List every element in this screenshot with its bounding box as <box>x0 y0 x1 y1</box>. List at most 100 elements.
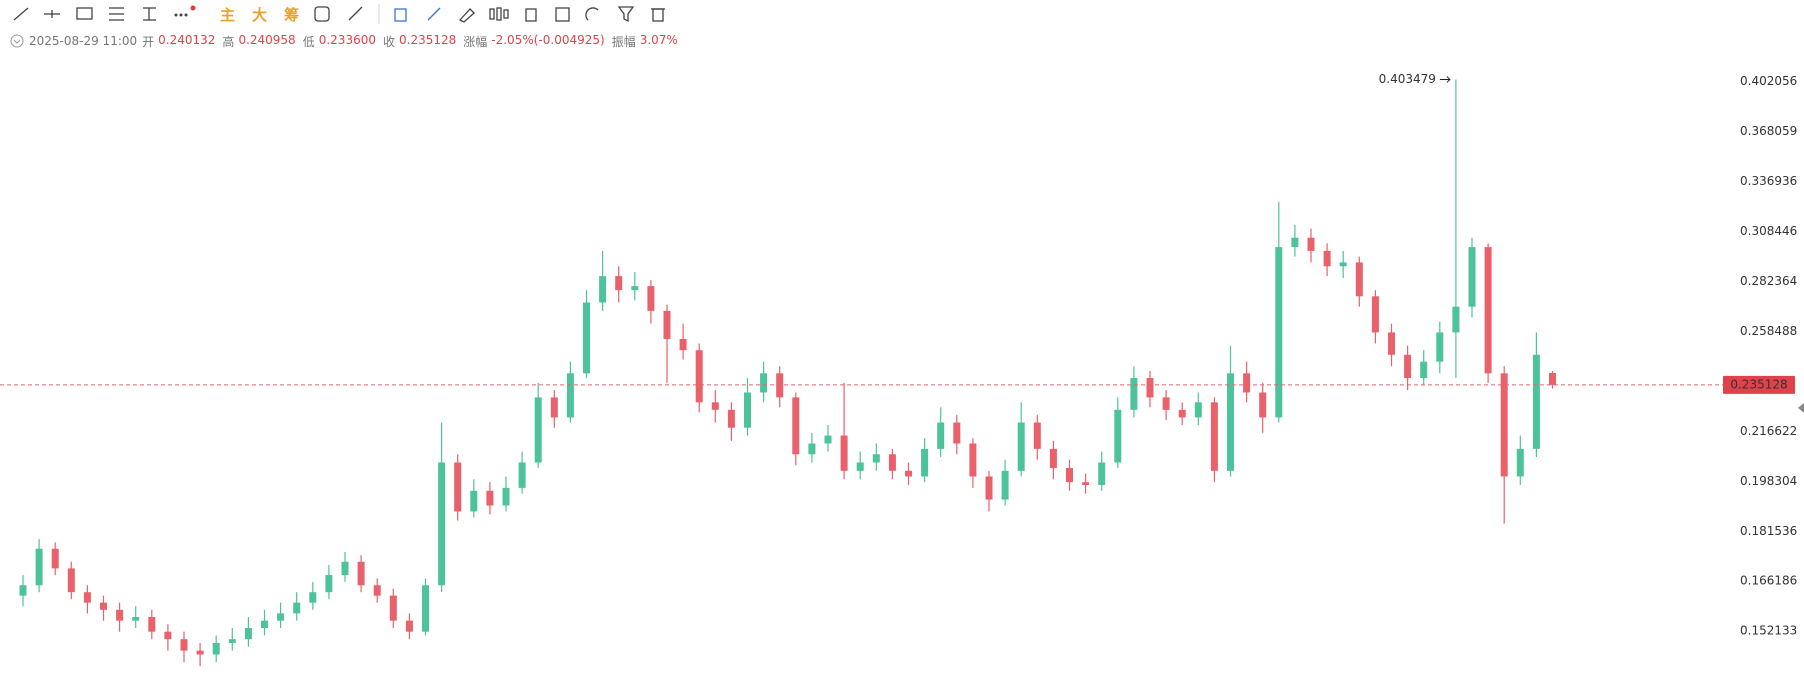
rectangle-tool[interactable] <box>76 7 93 20</box>
erase-tool[interactable] <box>348 6 363 21</box>
candle-body <box>969 443 977 477</box>
magnet-tool[interactable] <box>585 7 599 21</box>
y-tick-label: 0.181536 <box>1740 524 1797 538</box>
more-tool[interactable] <box>174 13 188 17</box>
delete-tool[interactable] <box>651 8 665 22</box>
candle-body <box>1339 262 1347 267</box>
candle-body <box>695 350 703 403</box>
candle-body <box>1388 332 1395 355</box>
field-label: 开 <box>142 34 155 49</box>
candle-body <box>921 448 929 477</box>
candle-body <box>244 627 252 640</box>
candle-body <box>389 595 397 621</box>
y-tick-label: 0.166186 <box>1740 574 1797 588</box>
candle-tool[interactable] <box>489 7 509 21</box>
candle-body <box>196 650 204 655</box>
candle-body <box>1178 409 1186 418</box>
candle-body <box>647 286 655 311</box>
candle-body <box>116 609 124 621</box>
candle-body <box>1452 306 1460 333</box>
field-value: 3.07% <box>639 32 678 47</box>
candle-body <box>1291 237 1299 248</box>
candle-body <box>19 585 27 596</box>
ruler-tool[interactable] <box>427 7 441 21</box>
candle-body <box>1227 373 1234 471</box>
candle-body <box>438 462 446 586</box>
candle-body <box>760 373 768 393</box>
candle-body <box>1066 468 1073 483</box>
candle-body <box>615 276 623 291</box>
candle-body <box>148 617 156 632</box>
candle-body <box>1468 247 1476 307</box>
brush-tool[interactable] <box>458 8 475 23</box>
edit-tool[interactable] <box>555 7 570 22</box>
axis-handle <box>1798 402 1804 413</box>
field-label: 收 <box>382 34 395 49</box>
candle-body <box>341 561 349 576</box>
candle-body <box>872 454 880 463</box>
candle-body <box>518 462 526 488</box>
candle-body <box>792 397 800 455</box>
candle-body <box>1082 482 1090 486</box>
horizontal-line-tool[interactable] <box>44 10 60 18</box>
trend-line-tool[interactable] <box>13 7 29 21</box>
sync-tool[interactable] <box>314 6 330 22</box>
last-price-label: 0.235128 <box>1730 377 1787 391</box>
candle-body <box>776 373 784 398</box>
field-label: 低 <box>302 34 315 49</box>
bar-time: 2025-08-29 11:00 <box>29 34 138 48</box>
field-value: 0.235128 <box>399 32 457 47</box>
candle-body <box>1259 392 1267 418</box>
candle-body <box>1049 448 1057 469</box>
candle-body <box>824 435 832 444</box>
candle-body <box>1307 237 1315 251</box>
copy-tool[interactable] <box>394 8 407 22</box>
filter-tool[interactable] <box>617 6 635 23</box>
candle-body <box>711 402 719 410</box>
high-marker-label: 0.403479 <box>1379 72 1436 86</box>
candle-body <box>277 613 285 621</box>
y-tick-label: 0.368059 <box>1740 124 1797 138</box>
candle-body <box>1146 378 1154 398</box>
candle-body <box>100 602 107 610</box>
chip-button[interactable]: 筹 <box>284 6 299 24</box>
candle-body <box>1114 409 1122 463</box>
fields: 开 0.240132 高 0.240958 低 0.233600 收 0.235128 涨幅 -2… <box>142 33 681 50</box>
candle-body <box>1355 262 1363 297</box>
candle-body <box>228 639 236 643</box>
collapse-icon[interactable] <box>10 34 24 48</box>
text-tool[interactable] <box>143 7 156 21</box>
candle-body <box>1194 402 1202 418</box>
candle-body <box>550 397 558 418</box>
candle-body <box>1323 250 1331 267</box>
candle-body <box>1516 448 1524 477</box>
candle-body <box>566 373 574 418</box>
candle-body <box>1162 397 1170 410</box>
field-value: -2.05%(-0.004925) <box>491 32 605 47</box>
y-tick-label: 0.402056 <box>1740 74 1797 88</box>
info-bar: 2025-08-29 11:00 开 0.240132 高 0.240958 低 0.23… <box>10 32 681 50</box>
candle-body <box>164 631 172 640</box>
candle-body <box>631 286 639 291</box>
candle-body <box>486 490 494 506</box>
main-button[interactable]: 主 <box>220 6 235 24</box>
candle-body <box>502 487 510 506</box>
candle-body <box>663 310 671 340</box>
big-button[interactable]: 大 <box>252 6 267 24</box>
candle-body <box>1243 373 1251 393</box>
candle-body <box>212 642 220 655</box>
candle-body <box>373 585 381 596</box>
candle-body <box>51 548 59 569</box>
candle-body <box>470 490 478 512</box>
y-tick-label: 0.216622 <box>1740 424 1797 438</box>
y-tick-label: 0.258488 <box>1740 324 1797 338</box>
candle-body <box>422 585 429 632</box>
candle-body <box>905 470 912 477</box>
candle-body <box>1275 247 1283 418</box>
candle-body <box>888 454 896 471</box>
channel-tool[interactable] <box>109 7 124 21</box>
candle-body <box>454 462 462 512</box>
candle-body <box>985 476 993 500</box>
lock-tool[interactable] <box>525 8 537 22</box>
candle-body <box>1001 470 1009 500</box>
